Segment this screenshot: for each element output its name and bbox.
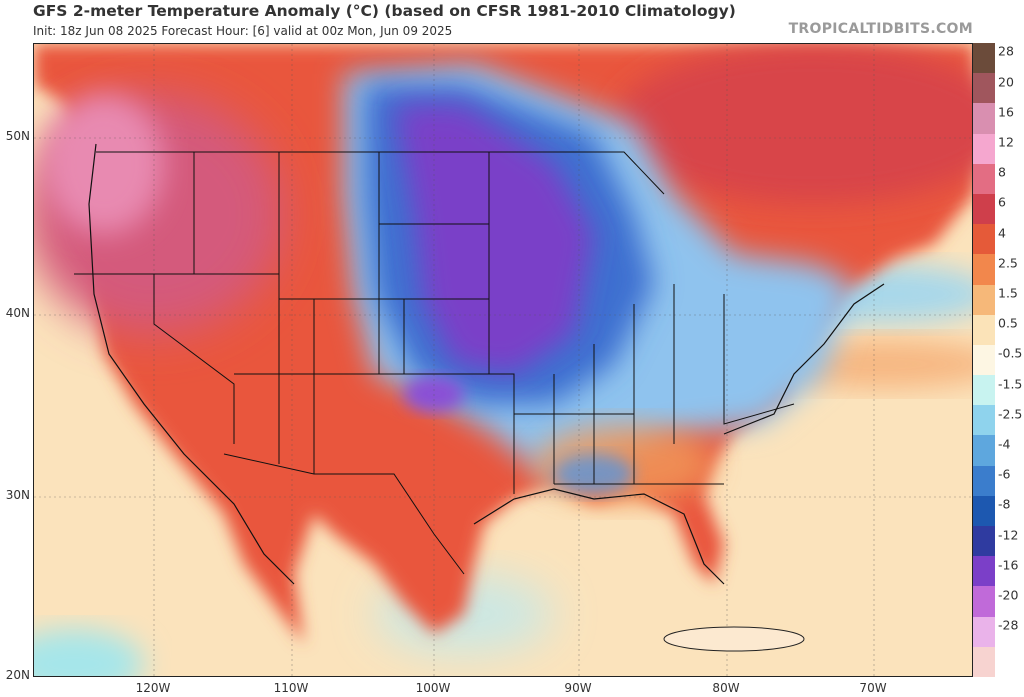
lat-label-20n: 20N xyxy=(5,668,30,682)
lat-label-40n: 40N xyxy=(5,306,30,320)
legend-label: 6 xyxy=(998,194,1006,210)
lon-label-70w: 70W xyxy=(859,681,887,695)
legend-label: -28 xyxy=(998,617,1019,633)
legend-label: -6 xyxy=(998,466,1011,482)
legend-swatch xyxy=(973,73,995,104)
color-legend: 28 20 16 12 8 6 4 2.5 1.5 0.5 -0.5 -1.5 -2.5 -4 -6 -8 -1… xyxy=(973,43,1024,678)
legend-swatch xyxy=(973,163,995,195)
lat-label-50n: 50N xyxy=(5,129,30,143)
anomaly-patch-cool-pacific xyxy=(34,629,144,676)
legend-swatch xyxy=(973,224,995,255)
legend-swatch xyxy=(973,254,995,286)
legend-label: 16 xyxy=(998,104,1014,120)
cuba xyxy=(663,626,805,652)
state-borders xyxy=(74,151,795,575)
legend-swatch xyxy=(973,435,995,467)
anomaly-map xyxy=(33,43,973,677)
legend-label: 20 xyxy=(998,74,1014,90)
legend-swatch xyxy=(973,133,995,165)
legend-swatch xyxy=(973,314,995,346)
legend-swatch xyxy=(973,495,995,527)
legend-label: -0.5 xyxy=(998,345,1023,361)
legend-swatch xyxy=(973,465,995,497)
legend-label: -8 xyxy=(998,496,1011,512)
legend-swatch xyxy=(973,375,995,406)
legend-label: -16 xyxy=(998,557,1019,573)
legend-swatch xyxy=(973,103,995,135)
coastlines xyxy=(88,143,885,585)
legend-swatch xyxy=(973,344,995,376)
anomaly-patch-hot-northwest xyxy=(44,94,164,234)
legend-label: -4 xyxy=(998,436,1011,452)
legend-label: -12 xyxy=(998,527,1019,542)
legend-label: 1.5 xyxy=(998,285,1018,301)
legend-swatch xyxy=(973,616,995,648)
legend-label: 12 xyxy=(998,134,1014,150)
legend-label: -20 xyxy=(998,587,1019,603)
legend-swatch xyxy=(973,556,995,587)
graticule xyxy=(34,44,972,676)
legend-label: -2.5 xyxy=(998,406,1023,422)
lon-label-100w: 100W xyxy=(415,681,451,695)
lat-label-30n: 30N xyxy=(5,488,30,502)
anomaly-patch-warm-canada xyxy=(614,44,972,204)
legend-swatch xyxy=(973,284,995,316)
legend-swatch xyxy=(973,193,995,225)
map-svg xyxy=(34,44,972,676)
legend-swatch xyxy=(973,405,995,436)
lon-label-90w: 90W xyxy=(564,681,592,695)
legend-swatch xyxy=(973,43,995,74)
legend-label: 8 xyxy=(998,164,1006,180)
legend-swatch xyxy=(973,526,995,557)
lon-label-80w: 80W xyxy=(712,681,740,695)
legend-swatch xyxy=(973,586,995,618)
legend-label: 28 xyxy=(998,43,1014,59)
chart-title: GFS 2-meter Temperature Anomaly (°C) (ba… xyxy=(33,2,736,20)
chart-subtitle: Init: 18z Jun 08 2025 Forecast Hour: [6]… xyxy=(33,24,453,38)
legend-label: -1.5 xyxy=(998,376,1023,392)
lon-label-110w: 110W xyxy=(273,681,309,695)
legend-label: 4 xyxy=(998,225,1006,241)
legend-label: 2.5 xyxy=(998,255,1018,271)
lon-label-120w: 120W xyxy=(135,681,171,695)
anomaly-region-cold-core xyxy=(394,104,594,374)
legend-swatch xyxy=(973,646,995,678)
site-credit: TROPICALTIDBITS.COM xyxy=(788,21,973,37)
legend-label: 0.5 xyxy=(998,315,1018,331)
